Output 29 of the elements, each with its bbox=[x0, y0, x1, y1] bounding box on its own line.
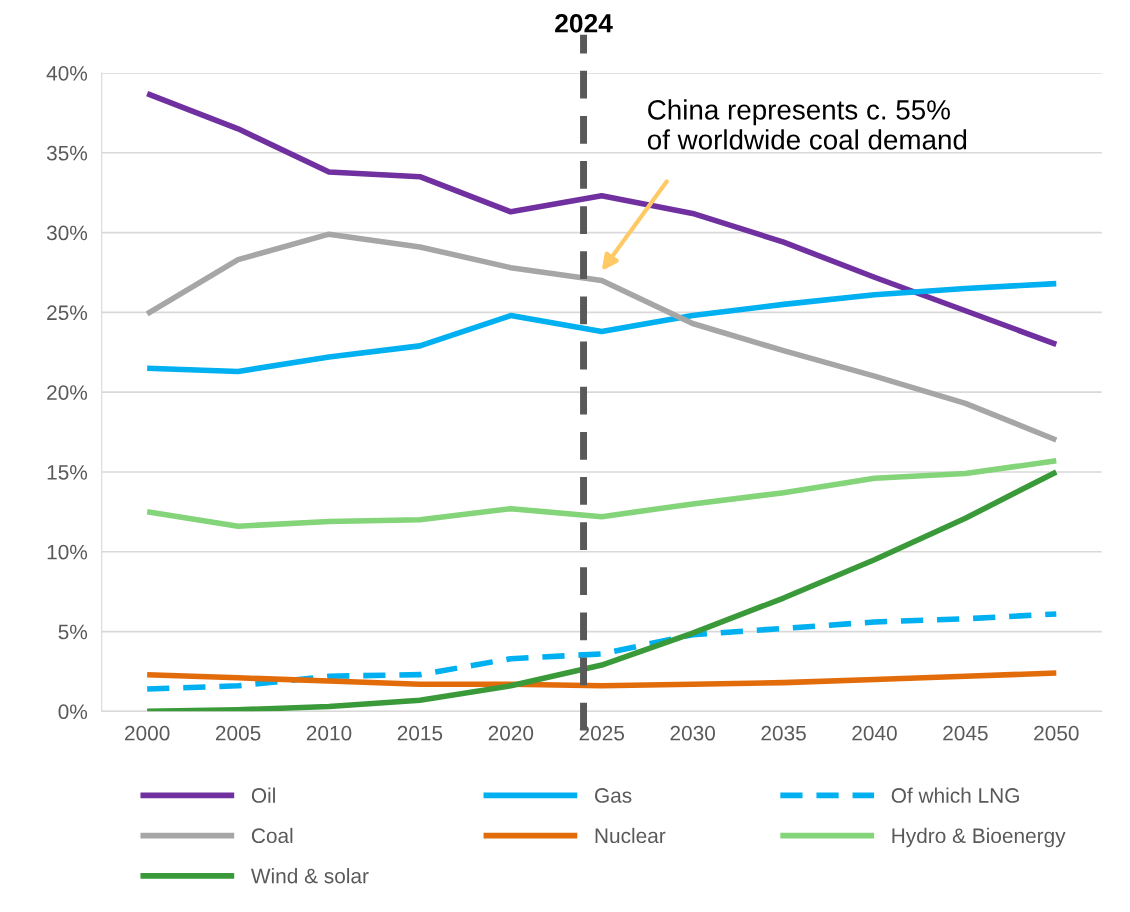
legend-label: Nuclear bbox=[595, 827, 666, 844]
y-tick-label: 35% bbox=[46, 145, 88, 161]
x-tick-label: 2020 bbox=[488, 725, 534, 741]
x-tick-label: 2050 bbox=[1034, 725, 1079, 741]
x-tick-label: 2030 bbox=[670, 725, 715, 741]
x-tick-label: 2010 bbox=[306, 725, 352, 741]
annotation: China represents c. 55% of worldwide coal demand bbox=[647, 99, 967, 150]
x-tick-label: 2025 bbox=[579, 725, 625, 741]
ref-line-label: 2024 bbox=[555, 13, 613, 33]
x-tick-label: 2045 bbox=[943, 725, 988, 741]
y-tick-label: 5% bbox=[58, 624, 88, 640]
y-tick-label: 15% bbox=[47, 465, 88, 480]
legend-label: Coal bbox=[251, 827, 293, 844]
legend-label: Oil bbox=[251, 787, 275, 803]
y-tick-label: 30% bbox=[46, 225, 88, 241]
y-tick-label: 40% bbox=[46, 65, 88, 81]
legend-label: Gas bbox=[595, 788, 632, 803]
legend-label: Hydro & Bioenergy bbox=[892, 827, 1066, 848]
x-tick-label: 2035 bbox=[761, 725, 806, 741]
x-tick-label: 2015 bbox=[397, 725, 443, 741]
legend-label: Wind & solar bbox=[250, 868, 369, 884]
x-tick-label: 2040 bbox=[852, 725, 897, 741]
legend-label: Of which LNG bbox=[891, 787, 1019, 803]
y-tick-label: 10% bbox=[47, 544, 88, 560]
x-tick-label: 2005 bbox=[215, 725, 261, 741]
y-tick-label: 0% bbox=[58, 704, 88, 720]
y-tick-label: 25% bbox=[47, 305, 88, 321]
y-tick-label: 20% bbox=[47, 385, 88, 400]
x-tick-label: 2000 bbox=[125, 725, 170, 741]
